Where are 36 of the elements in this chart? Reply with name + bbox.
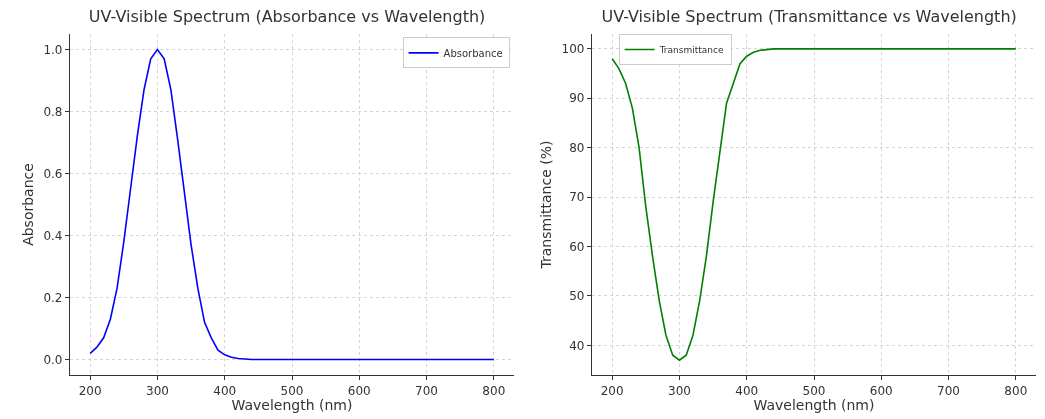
y-tick-label: 80 <box>569 140 585 155</box>
x-axis-title: Wavelength (nm) <box>753 397 875 414</box>
x-tick-label: 200 <box>78 383 102 398</box>
legend-label: Transmittance <box>658 45 724 56</box>
x-tick-label: 600 <box>869 383 893 398</box>
x-tick-label: 800 <box>482 383 506 398</box>
legend-label: Absorbance <box>443 47 503 59</box>
x-tick-label: 300 <box>146 383 169 398</box>
y-tick-label: 100 <box>561 42 585 57</box>
x-tick-label: 400 <box>213 383 237 398</box>
x-tick-label: 700 <box>937 383 960 398</box>
y-tick-label: 50 <box>569 289 585 304</box>
y-tick-label: 0.8 <box>43 104 63 119</box>
chart-title: UV-Visible Spectrum (Transmittance vs Wavelength) <box>601 6 1017 26</box>
x-tick-label: 800 <box>1004 383 1028 398</box>
y-tick-label: 40 <box>569 338 585 353</box>
x-axis-title: Wavelength (nm) <box>231 397 353 414</box>
y-tick-label: 1.0 <box>43 42 63 57</box>
chart-title: UV-Visible Spectrum (Absorbance vs Wavelength) <box>88 6 486 26</box>
x-tick-label: 400 <box>735 383 759 398</box>
x-tick-label: 700 <box>415 383 438 398</box>
x-tick-label: 300 <box>668 383 691 398</box>
x-tick-label: 500 <box>802 383 826 398</box>
y-tick-label: 0.4 <box>43 228 63 243</box>
x-tick-label: 200 <box>600 383 624 398</box>
y-tick-label: 0.2 <box>43 290 63 305</box>
y-axis-title: Absorbance <box>20 163 37 246</box>
y-tick-label: 90 <box>569 91 585 106</box>
y-tick-label: 60 <box>569 239 585 254</box>
x-tick-label: 600 <box>347 383 371 398</box>
y-tick-label: 0.6 <box>43 166 63 181</box>
y-axis-title: Transmittance (%) <box>538 140 555 270</box>
y-tick-label: 0.0 <box>43 352 63 367</box>
x-tick-label: 500 <box>280 383 304 398</box>
y-tick-label: 70 <box>569 190 585 205</box>
line-series <box>611 48 1017 361</box>
